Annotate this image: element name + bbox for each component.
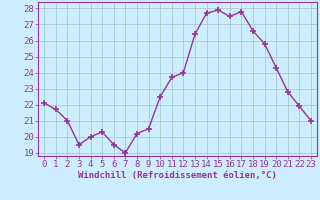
- X-axis label: Windchill (Refroidissement éolien,°C): Windchill (Refroidissement éolien,°C): [78, 171, 277, 180]
